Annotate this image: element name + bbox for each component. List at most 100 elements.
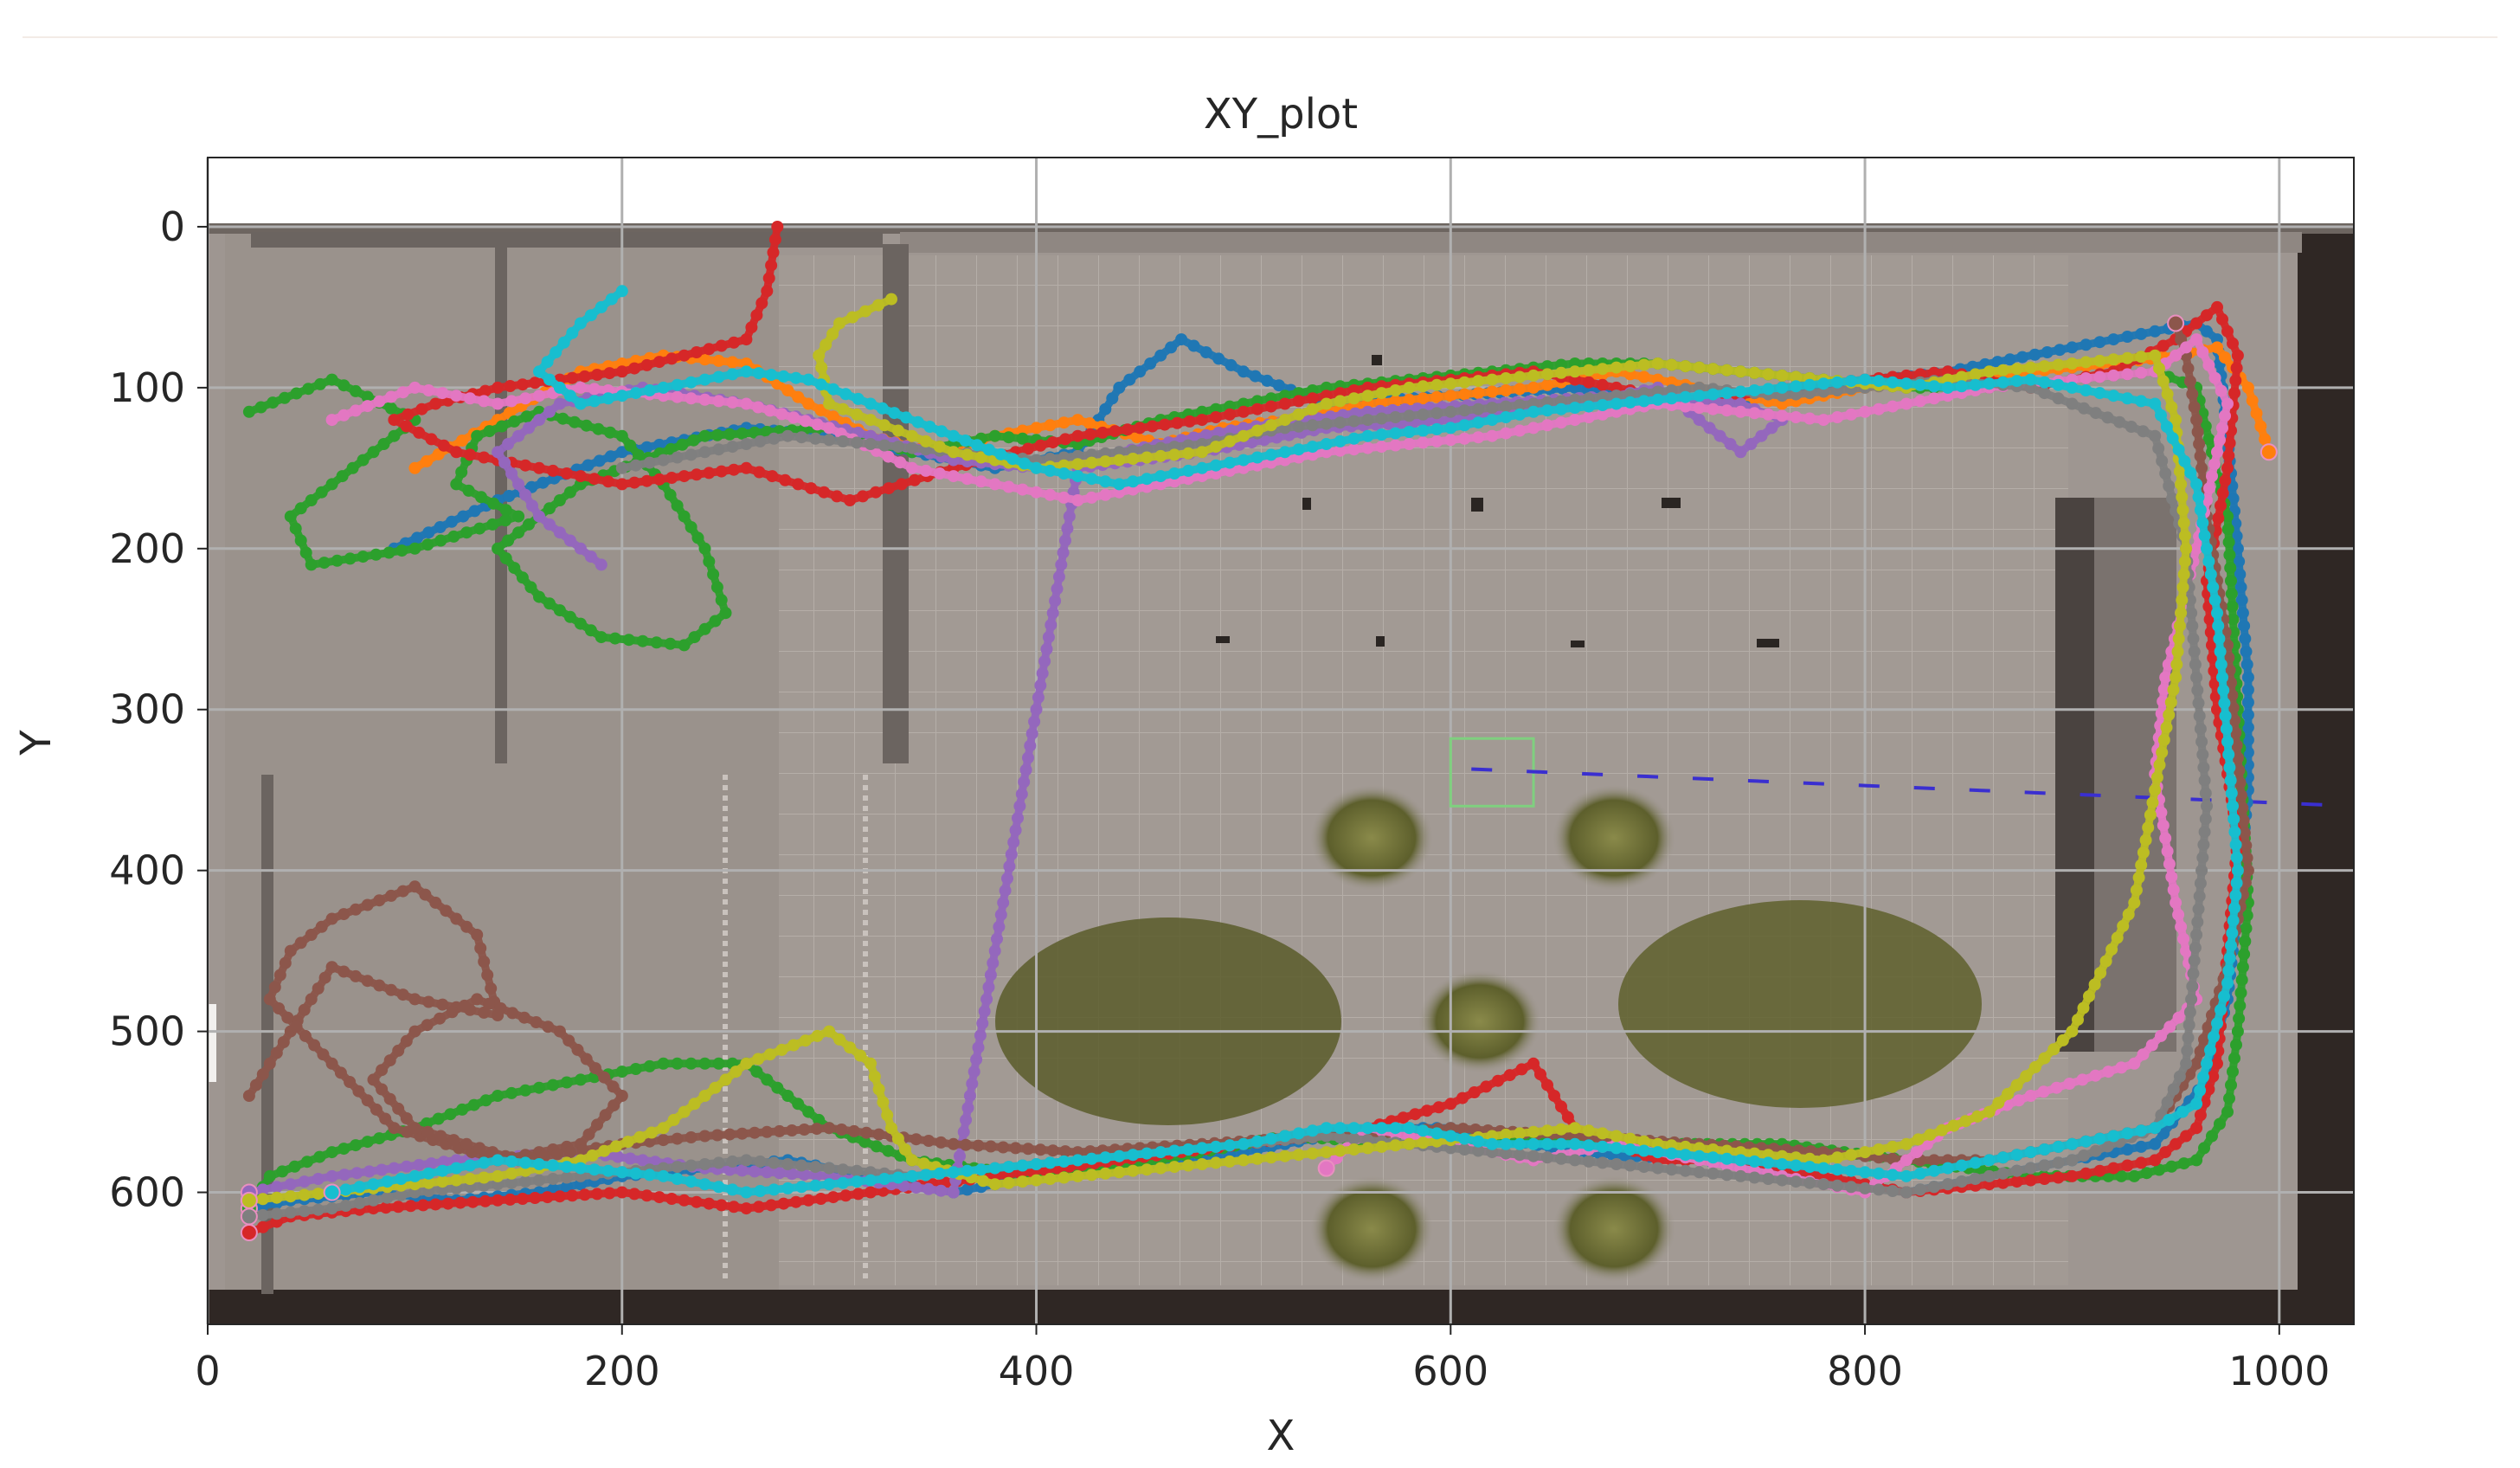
trajectory-point [977,1175,989,1188]
trajectory-point [2163,858,2176,871]
potted-plant [1552,784,1676,892]
trajectory-point [652,473,665,486]
trajectory-point [858,1136,871,1149]
trajectory-point [2236,961,2249,974]
trajectory-point [1831,1163,1844,1176]
trajectory-point [421,1125,434,1138]
trajectory-point [574,397,587,410]
trajectory-point [947,1166,960,1179]
trajectory-point [571,1043,584,1056]
trajectory-point [922,1135,935,1147]
trajectory-point [877,1096,890,1109]
trajectory-point [883,482,895,495]
trajectory-point [1927,392,1940,405]
trajectory-point [574,381,587,394]
trajectory-point [2149,349,2162,362]
trajectory-point [281,1011,294,1024]
trajectory-point [2197,838,2210,851]
trajectory-point [298,1205,311,1218]
trajectory-point [1013,800,1026,813]
trajectory-point [2190,542,2203,555]
trajectory-point [1610,1142,1623,1155]
trajectory-point [865,1057,877,1070]
trajectory-point [479,1094,492,1107]
trajectory-point [1052,570,1065,583]
trajectory-point [2206,470,2218,483]
trajectory-point [1003,860,1016,872]
trajectory-point [505,1167,518,1180]
trajectory-point [2225,1078,2237,1091]
trajectory-point [878,439,890,452]
trajectory-point [553,494,566,506]
trajectory-point [574,317,587,330]
trajectory-point [671,390,684,403]
trajectory-point [2201,309,2213,322]
trajectory-point [2093,387,2106,400]
trajectory-point [1417,436,1430,449]
trajectory-point [1458,419,1471,432]
x-tick-label: 600 [1412,1348,1488,1394]
trajectory-point [543,405,556,418]
trajectory-point [698,622,711,635]
trajectory-point [1665,392,1678,405]
trajectory-point [482,997,495,1010]
trajectory-point [508,415,521,428]
trajectory-point [2216,312,2228,325]
trajectory-point [678,470,691,483]
trajectory-point [1996,376,2009,389]
trajectory-point [1030,461,1043,474]
trajectory-point [698,1178,711,1191]
trajectory-point [434,1012,447,1025]
trajectory-point [1790,1159,1803,1172]
trajectory-point [633,1130,646,1143]
trajectory-point [1555,1100,1567,1113]
trajectory-point [777,370,790,383]
trajectory-point [2198,826,2211,839]
trajectory-point [628,476,641,489]
trajectory-point [919,1169,932,1181]
trajectory-point [408,1122,421,1135]
trajectory-point [2222,449,2235,462]
trajectory-point [519,1175,532,1188]
trajectory-point [851,408,864,421]
trajectory-point [1146,420,1159,433]
trajectory-point [533,1174,545,1187]
trajectory-point [2235,594,2248,607]
trajectory-point [763,1048,776,1061]
trajectory-point [1713,429,1726,442]
trajectory-point [2217,684,2230,697]
trajectory-point [1113,454,1126,467]
trajectory-point [519,459,532,472]
trajectory-point [775,1043,788,1056]
trajectory-point [1389,427,1402,440]
trajectory-point [2206,1130,2218,1143]
trajectory-point [2052,358,2065,371]
trajectory-point [1306,419,1319,432]
trajectory-point [922,1182,935,1195]
trajectory-point [1900,1169,1912,1182]
trajectory-point [400,420,413,433]
trajectory-point [1196,414,1208,427]
trajectory-point [894,456,907,469]
trajectory-point [1030,486,1043,499]
trajectory-point [1561,1111,1574,1124]
trajectory-point [1182,447,1195,460]
trajectory-point [344,552,357,565]
trajectory-point [2105,943,2118,956]
trajectory-point [2167,684,2180,696]
potted-plant [1309,784,1434,892]
trajectory-point [1154,349,1167,362]
trajectory-point [1278,414,1291,427]
trajectory-end-point [240,1191,258,1209]
trajectory-point [664,637,677,650]
trajectory-point [1486,1137,1499,1150]
trajectory-point [1500,411,1513,423]
trajectory-point [1158,418,1171,431]
trajectory-point [799,415,812,428]
trajectory-point [802,1194,815,1207]
top-inner-wall-2 [900,232,2302,253]
trajectory-point [910,1181,922,1194]
trajectory-point [703,343,716,356]
trajectory-point [2228,1052,2240,1065]
trajectory-point [1361,429,1374,442]
